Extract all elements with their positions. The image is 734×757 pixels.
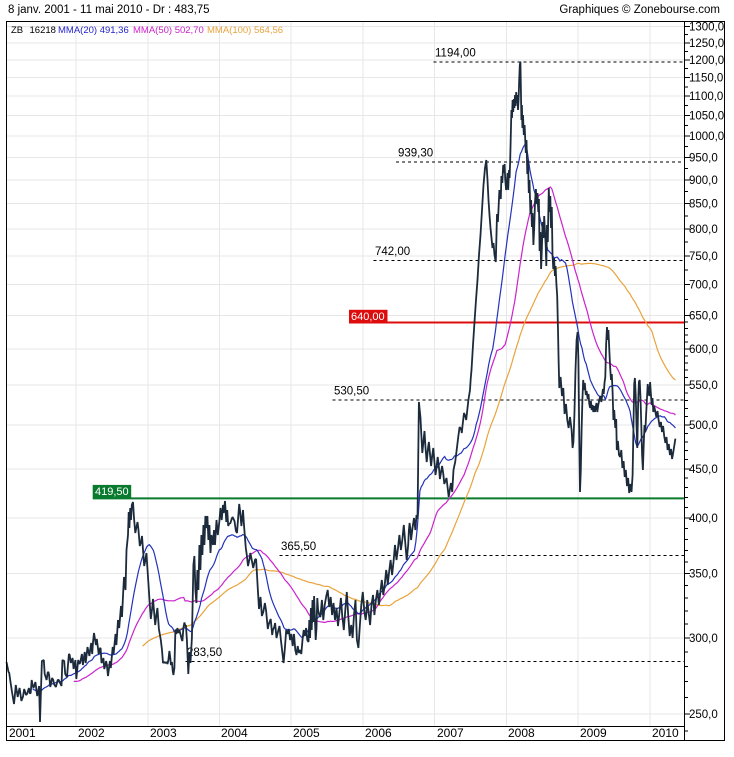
svg-text:550,0: 550,0 xyxy=(689,380,718,392)
svg-text:2010: 2010 xyxy=(652,726,679,740)
svg-text:1200,0: 1200,0 xyxy=(689,55,724,67)
svg-text:700,0: 700,0 xyxy=(689,280,718,292)
svg-text:MMA(100) 564,56: MMA(100) 564,56 xyxy=(207,25,283,36)
svg-text:8 janv. 2001 - 11 mai 2010 - D: 8 janv. 2001 - 11 mai 2010 - Dr : 483,75 xyxy=(8,4,210,16)
svg-text:1194,00: 1194,00 xyxy=(435,48,476,60)
svg-text:1300,0: 1300,0 xyxy=(689,22,724,34)
svg-text:2009: 2009 xyxy=(580,726,607,740)
svg-text:2003: 2003 xyxy=(150,726,177,740)
svg-text:800,0: 800,0 xyxy=(689,224,718,236)
svg-text:MMA(50) 502,70: MMA(50) 502,70 xyxy=(133,25,204,36)
svg-text:2008: 2008 xyxy=(508,726,535,740)
svg-text:500,0: 500,0 xyxy=(689,420,718,432)
svg-text:2007: 2007 xyxy=(437,726,464,740)
svg-text:2006: 2006 xyxy=(365,726,392,740)
svg-text:365,50: 365,50 xyxy=(281,541,316,553)
svg-text:300,0: 300,0 xyxy=(689,633,718,645)
svg-text:283,50: 283,50 xyxy=(187,647,222,659)
svg-text:419,50: 419,50 xyxy=(95,486,129,498)
svg-text:1050,0: 1050,0 xyxy=(689,111,724,123)
svg-text:MMA(20) 491,36: MMA(20) 491,36 xyxy=(58,25,129,36)
svg-text:850,0: 850,0 xyxy=(689,199,718,211)
svg-text:2005: 2005 xyxy=(293,726,320,740)
svg-text:900,0: 900,0 xyxy=(689,175,718,187)
svg-text:ZB: ZB xyxy=(11,25,23,36)
svg-text:650,0: 650,0 xyxy=(689,311,718,323)
svg-text:750,0: 750,0 xyxy=(689,251,718,263)
svg-text:1100,0: 1100,0 xyxy=(689,91,723,103)
svg-text:640,00: 640,00 xyxy=(351,311,385,323)
svg-text:16218: 16218 xyxy=(30,25,56,36)
svg-text:450,0: 450,0 xyxy=(689,464,718,476)
svg-text:2004: 2004 xyxy=(221,726,248,740)
svg-text:250,0: 250,0 xyxy=(689,709,718,721)
svg-text:1150,0: 1150,0 xyxy=(689,73,723,85)
svg-text:2002: 2002 xyxy=(78,726,105,740)
svg-text:742,00: 742,00 xyxy=(375,246,410,258)
svg-text:530,50: 530,50 xyxy=(334,386,369,398)
svg-text:Graphiques © Zonebourse.com: Graphiques © Zonebourse.com xyxy=(559,4,720,16)
svg-text:400,0: 400,0 xyxy=(689,513,718,525)
svg-text:600,0: 600,0 xyxy=(689,344,718,356)
svg-text:1000,0: 1000,0 xyxy=(689,131,724,143)
svg-text:939,30: 939,30 xyxy=(398,148,433,160)
svg-text:950,0: 950,0 xyxy=(689,152,718,164)
svg-text:1250,0: 1250,0 xyxy=(689,38,724,50)
svg-text:350,0: 350,0 xyxy=(689,569,718,581)
svg-text:2001: 2001 xyxy=(9,726,36,740)
